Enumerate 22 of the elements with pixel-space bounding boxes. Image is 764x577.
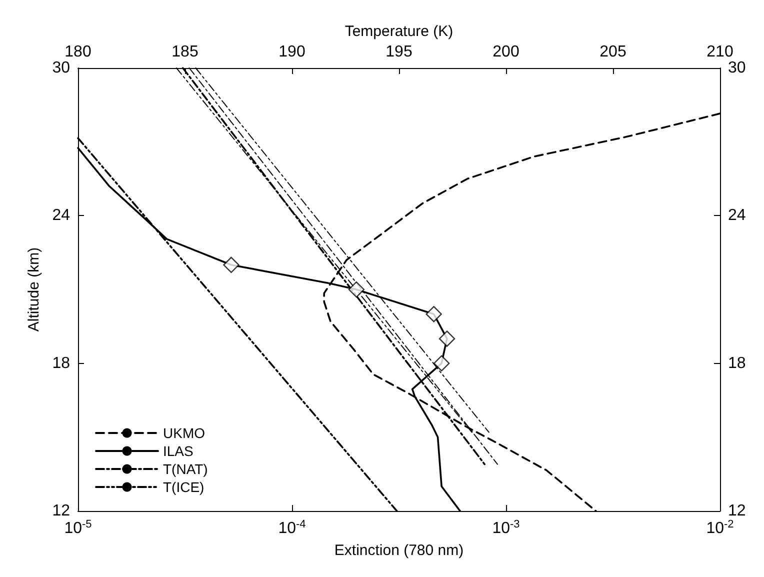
x2-tick-label: 195	[386, 44, 412, 60]
x2-tick-label: 210	[706, 44, 734, 60]
x-axis-title: Extinction (780 nm)	[334, 542, 464, 559]
legend-label: T(ICE)	[163, 479, 204, 495]
y-axis-title: Altitude (km)	[25, 247, 42, 332]
x2-tick-label: 205	[600, 44, 626, 60]
y-tick-label: 12	[52, 502, 70, 520]
x2-axis-title: Temperature (K)	[344, 23, 454, 40]
y-tick-label: 18	[52, 354, 70, 372]
y2-tick-label: 30	[728, 60, 746, 76]
legend-label: ILAS	[163, 443, 194, 459]
x2-tick-label: 185	[172, 44, 198, 60]
y2-tick-label: 24	[728, 207, 746, 224]
y-tick-label: 24	[52, 207, 70, 224]
x2-tick-label: 190	[278, 44, 306, 60]
x2-tick-label: 200	[492, 44, 520, 60]
y2-tick-label: 18	[728, 354, 746, 372]
x2-tick-label: 180	[64, 44, 92, 60]
legend-label: UKMO	[163, 425, 206, 441]
y-tick-label: 30	[52, 60, 70, 76]
legend-label: T(NAT)	[163, 461, 208, 477]
y2-tick-label: 12	[728, 502, 746, 520]
